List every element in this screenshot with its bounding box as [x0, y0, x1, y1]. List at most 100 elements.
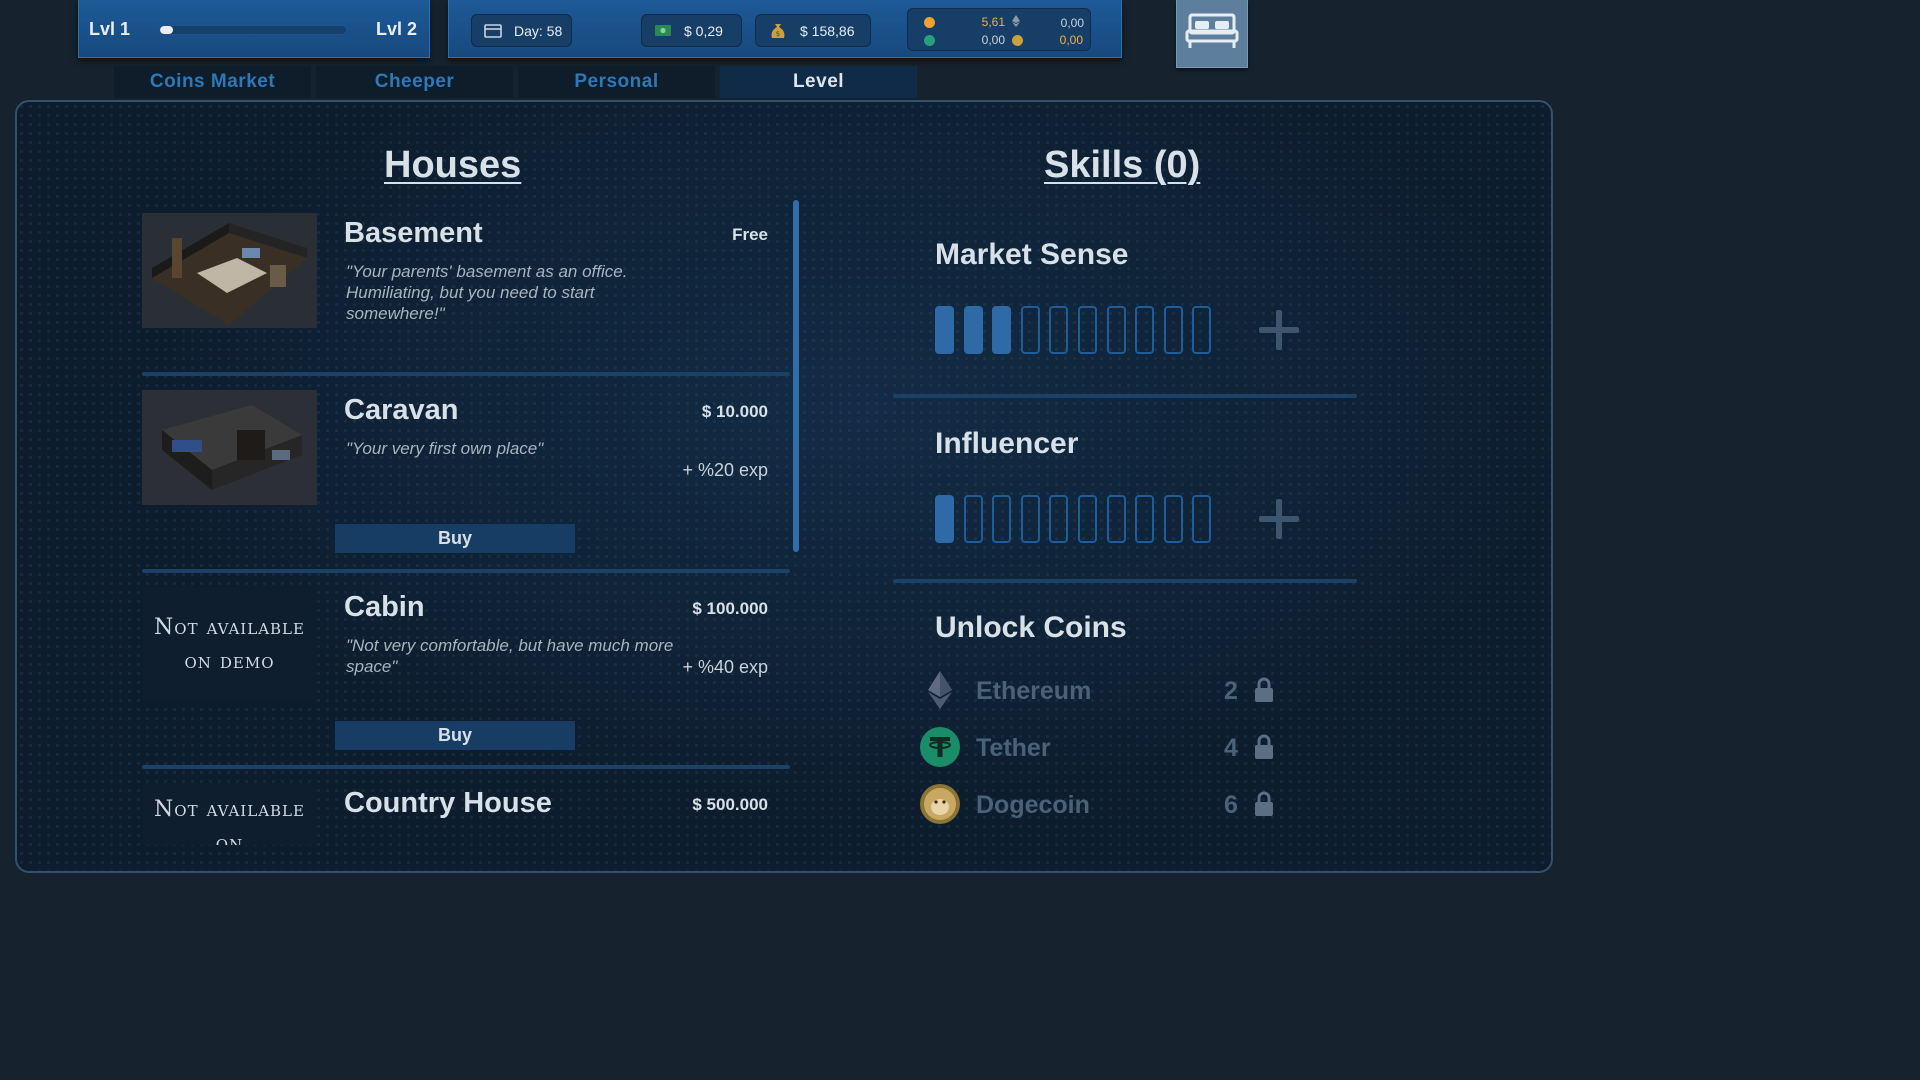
house-price: $ 10.000	[701, 402, 768, 421]
skill-level-segment	[1106, 306, 1126, 354]
skill-level-segment	[963, 306, 983, 354]
coin-balance-dogecoin: 0,00	[1012, 33, 1083, 47]
coin-name: Ethereum	[976, 677, 1092, 705]
skill-market-sense-level	[935, 306, 1221, 354]
skill-level-segment	[1049, 306, 1069, 354]
ethereum-icon	[1012, 15, 1020, 30]
skill-market-sense-plus-button[interactable]	[1257, 308, 1301, 352]
calendar-icon	[484, 23, 502, 38]
skill-influencer-level	[935, 495, 1221, 543]
house-price: Free	[732, 225, 768, 244]
tether-balance: 0,00	[981, 33, 1005, 47]
cash-small-display: $ 0,29	[641, 14, 742, 47]
skill-level-segment	[1020, 495, 1040, 543]
coin-unlock-level: 6	[1224, 791, 1238, 819]
house-name: Caravan	[344, 394, 459, 426]
sleep-button[interactable]	[1176, 0, 1248, 68]
house-description: "Not very comfortable, but have much mor…	[346, 636, 674, 676]
house-caravan: Caravan $ 10.000 "Your very first own pl…	[142, 390, 792, 570]
skill-level-segment	[992, 306, 1012, 354]
coin-balances: 5,61 0,00 0,00 0,00	[907, 8, 1091, 51]
house-separator	[142, 569, 790, 573]
lock-icon	[1254, 734, 1274, 765]
house-description: "Your very first own place"	[346, 439, 544, 458]
skill-level-segment	[1135, 495, 1155, 543]
dogecoin-balance: 0,00	[1059, 33, 1083, 47]
dogecoin-icon	[1012, 34, 1023, 46]
bitcoin-icon	[924, 16, 935, 28]
buy-caravan-button[interactable]: Buy	[335, 524, 575, 553]
skill-level-segment	[935, 306, 954, 354]
next-level-label: Lvl 2	[375, 19, 417, 39]
coin-name: Dogecoin	[976, 791, 1090, 819]
day-label: Day: 58	[514, 22, 563, 39]
skill-level-segment	[935, 495, 954, 543]
lock-icon	[1254, 677, 1274, 708]
level-progress-panel: Lvl 1 Lvl 2	[78, 0, 430, 58]
skill-level-segment	[1077, 495, 1097, 543]
unlock-coin-ethereum: Ethereum 2	[919, 669, 1289, 713]
skill-level-segment	[1020, 306, 1040, 354]
skill-level-segment	[992, 495, 1012, 543]
xp-progress-fill	[160, 26, 174, 34]
caravan-image	[142, 390, 317, 505]
coin-unlock-level: 2	[1224, 677, 1238, 705]
tab-cheeper[interactable]: Cheeper	[316, 66, 513, 98]
skill-level-segment	[1163, 306, 1183, 354]
coin-unlock-level: 4	[1224, 734, 1238, 762]
stats-panel: Day: 58 $ 0,29 $ $ 158,86 5,61 0,00 0,00	[448, 0, 1122, 58]
svg-text:$: $	[776, 30, 780, 38]
day-counter: Day: 58	[471, 14, 572, 47]
dogecoin-icon	[919, 783, 961, 825]
house-name: Country House	[344, 787, 552, 819]
tether-icon	[919, 726, 961, 768]
house-separator	[142, 372, 790, 376]
skill-level-segment	[1192, 306, 1212, 354]
coin-name: Tether	[976, 734, 1051, 762]
tab-coins-market[interactable]: Coins Market	[114, 66, 311, 98]
skill-influencer-plus-button[interactable]	[1257, 497, 1301, 541]
house-name: Basement	[344, 217, 483, 249]
bed-icon	[1184, 11, 1240, 56]
house-cabin: Not available on demo Cabin $ 100.000 "N…	[142, 587, 792, 767]
basement-image	[142, 213, 317, 328]
level-panel: Houses Skills (0) Basement Free "Your pa…	[15, 100, 1553, 873]
coin-balance-ethereum: 0,00	[1012, 15, 1084, 30]
unlock-coin-tether: Tether 4	[919, 726, 1289, 770]
skill-level-segment	[1192, 495, 1212, 543]
skills-title: Skills (0)	[1044, 144, 1201, 186]
skill-level-segment	[963, 495, 983, 543]
not-available-label: Not available on	[154, 797, 305, 845]
houses-scrollbar[interactable]	[793, 200, 799, 552]
house-name: Cabin	[344, 591, 425, 623]
not-available-demo-image: Not available on	[142, 783, 317, 845]
skill-influencer-title: Influencer	[935, 427, 1079, 460]
house-price: $ 500.000	[692, 795, 768, 814]
house-separator	[142, 765, 790, 769]
skill-level-segment	[1077, 306, 1097, 354]
tab-level[interactable]: Level	[720, 66, 917, 98]
house-basement: Basement Free "Your parents' basement as…	[142, 213, 792, 363]
tab-personal[interactable]: Personal	[518, 66, 715, 98]
unlock-coins-title: Unlock Coins	[935, 611, 1127, 644]
ethereum-icon	[919, 669, 961, 711]
skill-level-segment	[1163, 495, 1183, 543]
coin-balance-bitcoin: 5,61	[924, 15, 1005, 29]
skill-separator	[893, 579, 1357, 583]
cash-total-value: $ 158,86	[800, 22, 855, 39]
not-available-demo-image: Not available on demo	[142, 587, 317, 702]
coin-balance-tether: 0,00	[924, 33, 1005, 47]
cash-small-value: $ 0,29	[684, 22, 723, 39]
buy-cabin-button[interactable]: Buy	[335, 721, 575, 750]
cash-total-display: $ $ 158,86	[755, 14, 871, 47]
bitcoin-balance: 5,61	[981, 15, 1005, 29]
cash-icon	[654, 24, 672, 37]
house-exp-bonus: + %40 exp	[682, 657, 768, 677]
ethereum-balance: 0,00	[1060, 15, 1084, 30]
lock-icon	[1254, 791, 1274, 822]
xp-progress-bar	[159, 25, 347, 35]
skill-level-segment	[1049, 495, 1069, 543]
current-level-label: Lvl 1	[89, 19, 131, 39]
skill-separator	[893, 394, 1357, 398]
skill-market-sense-title: Market Sense	[935, 238, 1129, 271]
